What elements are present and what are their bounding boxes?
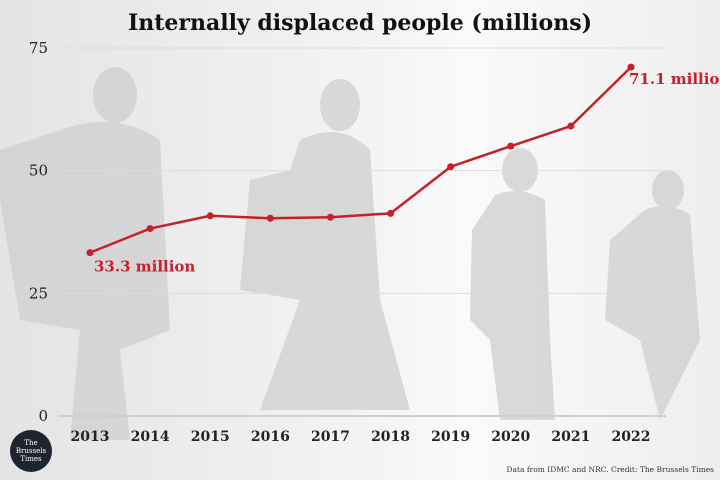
x-tick-label: 2013 — [71, 429, 110, 445]
background-silhouettes — [0, 67, 700, 440]
credit-text: Data from IDMC and NRC. Credit: The Brus… — [506, 465, 714, 474]
y-tick-label: 50 — [29, 162, 48, 180]
y-tick-label: 75 — [29, 39, 48, 57]
x-tick-label: 2020 — [491, 429, 530, 445]
x-tick-label: 2017 — [311, 429, 350, 445]
data-point — [206, 212, 214, 220]
x-tick-label: 2022 — [612, 429, 651, 445]
x-tick-label: 2016 — [251, 429, 290, 445]
data-point — [146, 225, 154, 233]
data-point — [627, 63, 635, 71]
brussels-times-logo: The Brussels Times — [10, 430, 52, 472]
data-point — [387, 209, 395, 217]
data-point — [266, 214, 274, 222]
data-point — [447, 163, 455, 171]
x-tick-label: 2015 — [191, 429, 230, 445]
x-tick-label: 2014 — [131, 429, 170, 445]
x-tick-label: 2019 — [431, 429, 470, 445]
y-tick-label: 0 — [38, 407, 48, 425]
x-tick-label: 2018 — [371, 429, 410, 445]
y-tick-label: 25 — [29, 284, 48, 302]
data-annotation: 71.1 million — [629, 70, 720, 88]
data-point — [86, 249, 94, 257]
x-tick-label: 2021 — [551, 429, 590, 445]
data-point — [567, 122, 575, 130]
data-annotation: 33.3 million — [94, 258, 195, 276]
series-line — [89, 66, 632, 254]
chart-title: Internally displaced people (millions) — [127, 10, 593, 36]
data-point — [507, 142, 515, 150]
data-point — [326, 213, 334, 221]
